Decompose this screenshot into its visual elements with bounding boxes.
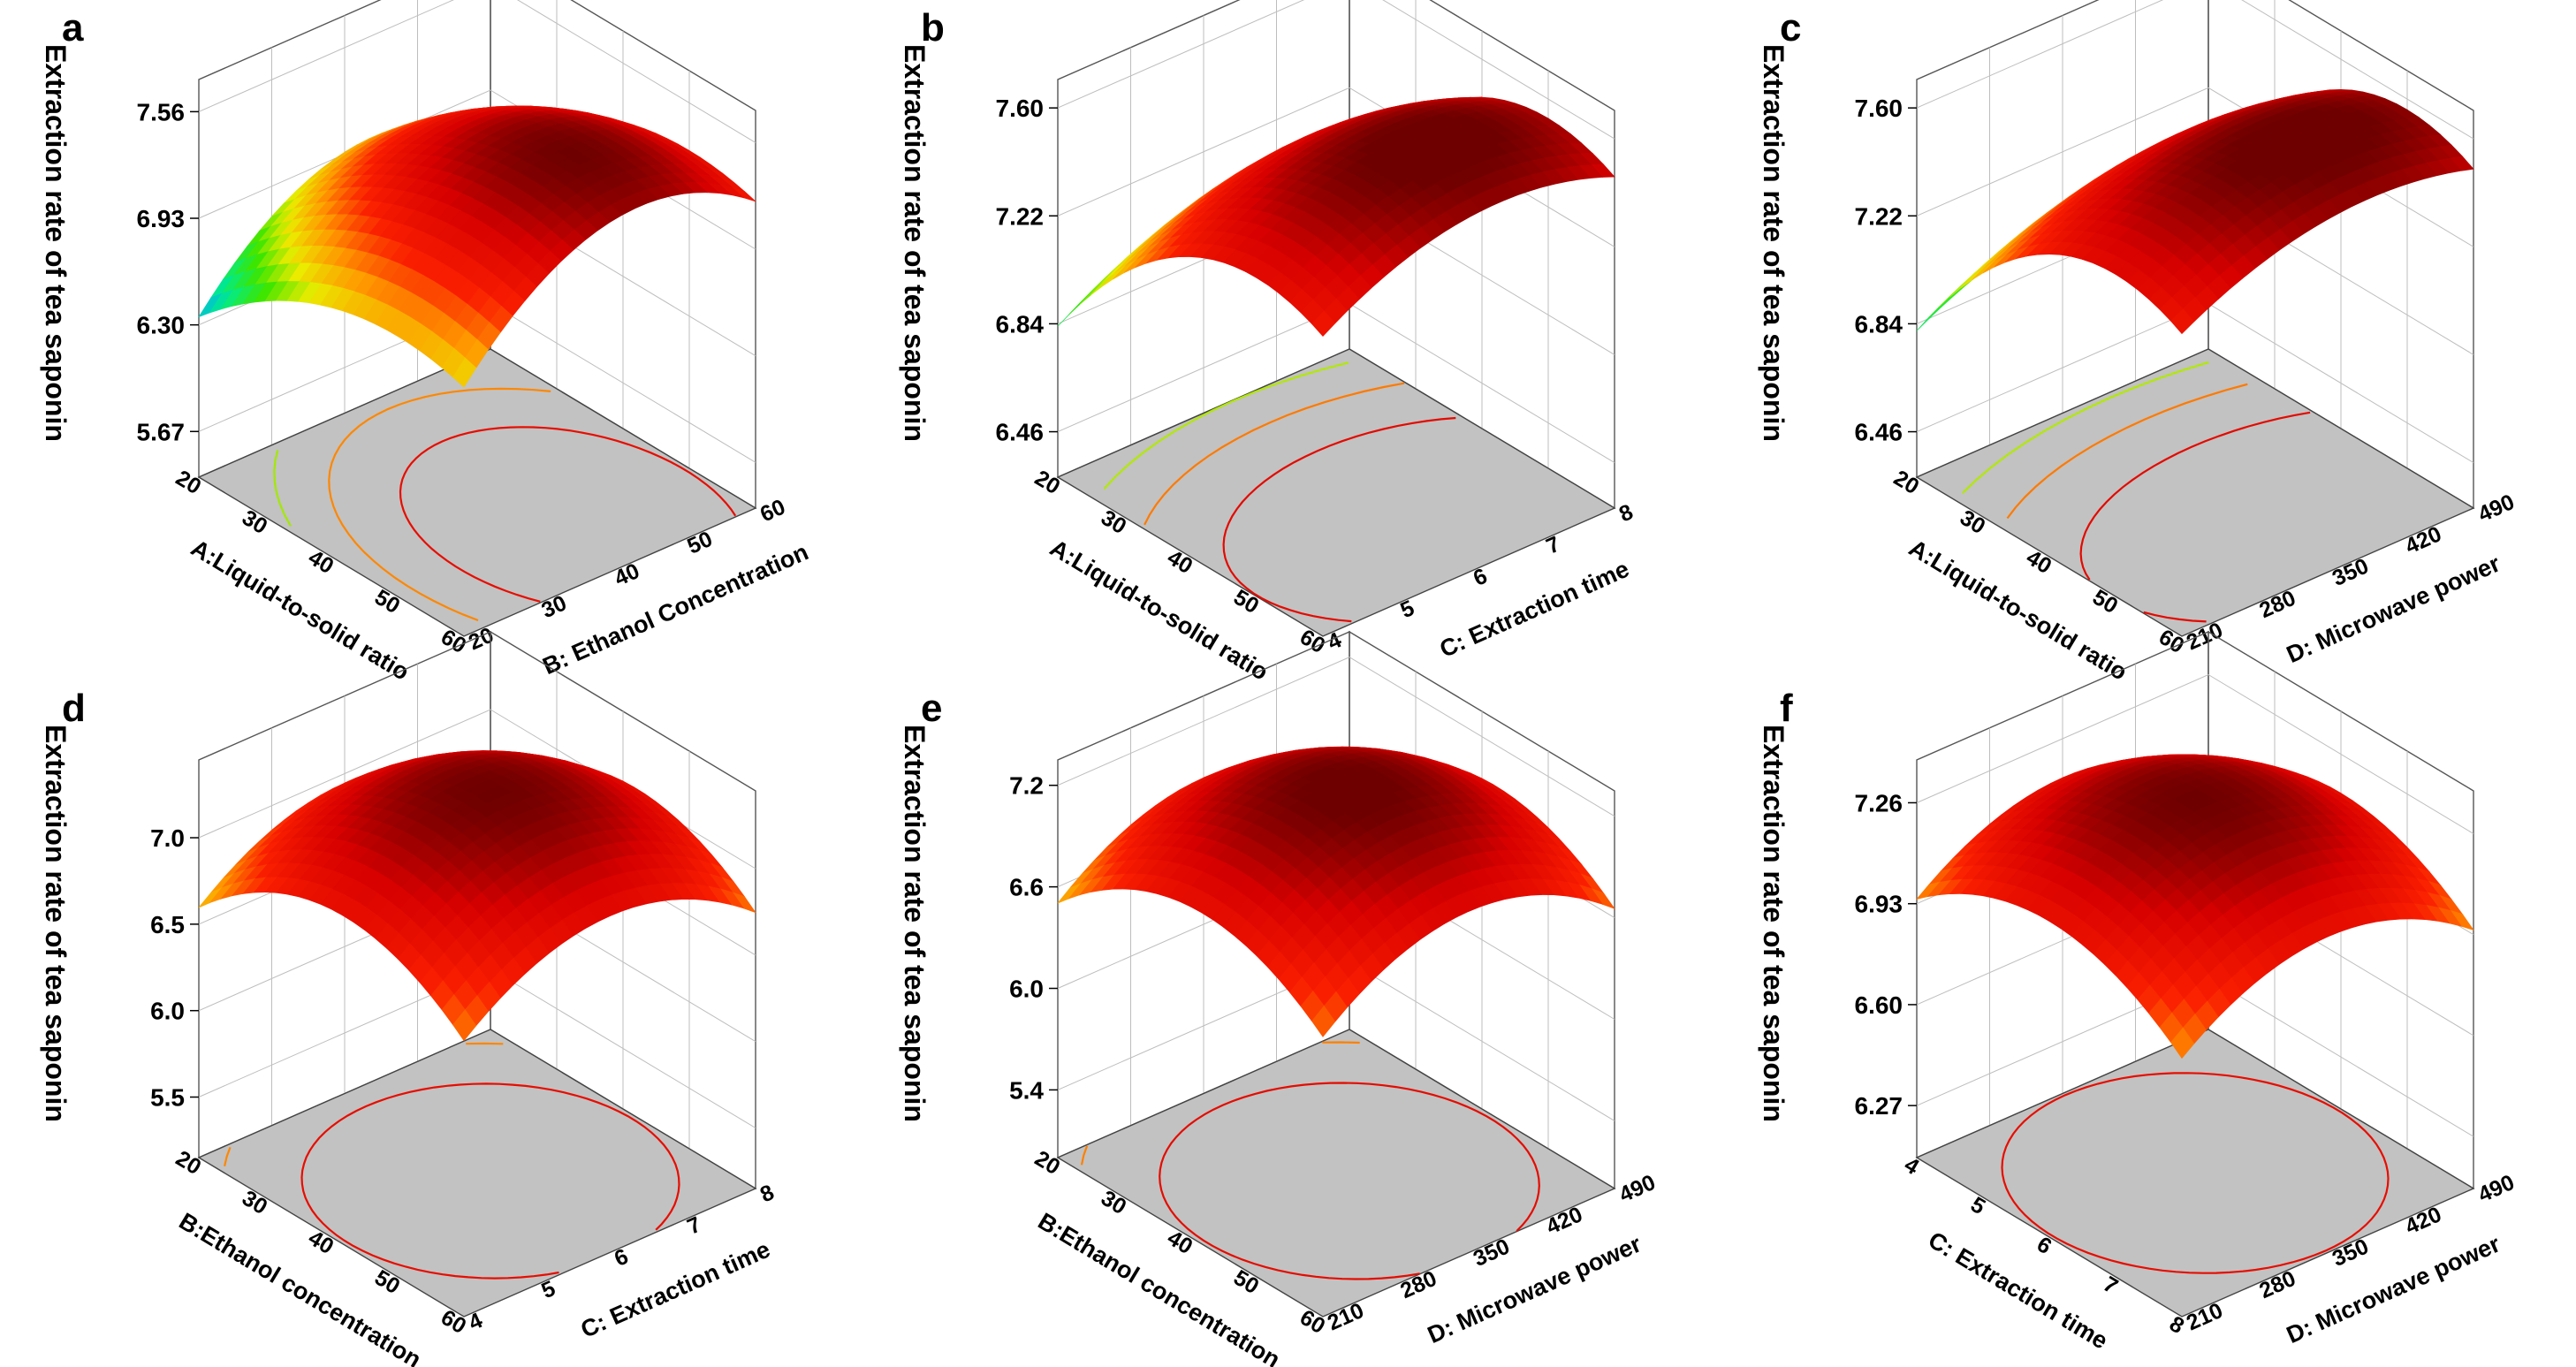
floor-contours — [1103, 361, 1456, 623]
y-tick-label: 8 — [756, 1180, 778, 1207]
z-tick-label: 7.2 — [1009, 772, 1044, 800]
z-tick-label: 7.60 — [996, 95, 1045, 122]
z-axis: 6.27 6.60 6.93 7.26 — [1855, 789, 1917, 1120]
response-surface — [198, 750, 756, 1042]
z-tick-label: 7.56 — [137, 98, 186, 125]
response-surface — [1916, 754, 2474, 1059]
panel-letter: a — [62, 6, 84, 49]
surface-cell — [2170, 1027, 2195, 1059]
x-tick-label: 20 — [171, 1146, 205, 1180]
y-tick-label: 7 — [1543, 531, 1564, 558]
floor-plane — [197, 348, 757, 637]
z-tick-label: 6.84 — [996, 310, 1045, 338]
floor-plane — [1056, 348, 1616, 637]
z-tick-label: 6.46 — [996, 419, 1045, 446]
floor-contours — [273, 387, 737, 622]
z-axis-title: Extraction rate of tea saponin — [899, 44, 931, 442]
panel-letter: e — [921, 687, 942, 730]
panel-letter: d — [62, 687, 86, 730]
y-tick-label: 4 — [465, 1308, 486, 1335]
z-tick-label: 6.27 — [1855, 1092, 1904, 1120]
y-tick-label: 5 — [1397, 596, 1418, 623]
y-tick-label: 490 — [1615, 1170, 1660, 1208]
z-tick-label: 6.5 — [150, 911, 185, 938]
floor-contours — [1962, 361, 2311, 623]
floor-contours — [2001, 1072, 2390, 1274]
x-tick-label: 20 — [1030, 466, 1064, 499]
z-axis: 5.67 6.30 6.93 7.56 — [137, 98, 199, 445]
z-tick-label: 7.22 — [1855, 202, 1904, 230]
y-tick-label: 8 — [1615, 499, 1637, 527]
z-tick-label: 6.0 — [150, 998, 185, 1025]
x-tick-label: 20 — [1889, 466, 1923, 499]
floor-contours — [224, 1042, 680, 1280]
response-surface — [1057, 96, 1615, 338]
z-axis-title: Extraction rate of tea saponin — [899, 725, 931, 1122]
panel-letter: f — [1780, 687, 1793, 730]
surface-cell — [1311, 1005, 1336, 1037]
y-tick-label: 6 — [611, 1244, 632, 1272]
z-axis: 5.4 6.0 6.6 7.2 — [1009, 772, 1058, 1104]
surface-cell — [1972, 261, 1996, 280]
y-tick-label: 490 — [2474, 1170, 2519, 1208]
y-tick-label: 7 — [684, 1211, 705, 1239]
floor-plane — [1056, 1029, 1616, 1318]
response-surface — [1916, 88, 2474, 335]
panel-letter: b — [921, 6, 945, 49]
surface-cell — [1101, 266, 1126, 287]
x-tick-label: 5 — [1966, 1192, 1989, 1219]
panel-a: 5.676.306.937.562030405060A:Liquid-to-so… — [40, 0, 812, 686]
floor-plane — [1915, 348, 2475, 637]
z-axis-title: Extraction rate of tea saponin — [40, 725, 72, 1122]
panel-b: 6.466.847.227.602030405060A:Liquid-to-so… — [899, 0, 1637, 686]
z-tick-label: 6.6 — [1009, 874, 1044, 901]
z-axis: 6.46 6.84 7.22 7.60 — [996, 95, 1058, 446]
z-tick-label: 5.67 — [137, 418, 186, 445]
z-tick-label: 7.60 — [1855, 95, 1904, 122]
z-tick-label: 6.30 — [137, 312, 186, 339]
z-axis: 6.46 6.84 7.22 7.60 — [1855, 95, 1917, 446]
z-tick-label: 6.0 — [1009, 976, 1044, 1003]
surface-cell — [1311, 310, 1336, 338]
z-tick-label: 6.60 — [1855, 991, 1904, 1019]
z-tick-label: 6.84 — [1855, 310, 1904, 338]
z-tick-label: 7.0 — [150, 824, 185, 852]
x-tick-label: 20 — [1030, 1146, 1064, 1180]
panel-c: 6.466.847.227.602030405060A:Liquid-to-so… — [1758, 0, 2519, 686]
response-surface — [1057, 746, 1615, 1037]
z-tick-label: 7.26 — [1855, 789, 1904, 816]
surface-cell — [452, 1009, 477, 1042]
z-tick-label: 6.93 — [1855, 891, 1904, 918]
y-tick-label: 60 — [756, 495, 789, 528]
floor-plane — [1915, 1029, 2475, 1318]
x-tick-label: 7 — [2099, 1272, 2122, 1299]
surface-cell — [1090, 273, 1115, 295]
floor-contours — [1080, 1041, 1540, 1280]
y-tick-label: 5 — [538, 1276, 559, 1303]
z-tick-label: 6.93 — [137, 205, 186, 232]
y-tick-label: 490 — [2474, 490, 2519, 528]
y-tick-label: 6 — [1470, 564, 1491, 591]
z-tick-label: 5.4 — [1009, 1076, 1044, 1104]
z-axis-title: Extraction rate of tea saponin — [1758, 725, 1790, 1122]
response-surface — [198, 105, 756, 388]
z-tick-label: 6.46 — [1855, 419, 1904, 446]
z-tick-label: 5.5 — [150, 1084, 185, 1112]
z-axis: 5.5 6.0 6.5 7.0 — [150, 824, 199, 1112]
x-tick-label: 20 — [171, 466, 205, 499]
x-tick-label: 4 — [1900, 1152, 1923, 1180]
x-tick-label: 6 — [2033, 1232, 2055, 1259]
panel-letter: c — [1780, 6, 1801, 49]
floor-plane — [197, 1029, 757, 1318]
z-tick-label: 7.22 — [996, 202, 1045, 230]
surface-cell — [452, 357, 477, 388]
z-axis-title: Extraction rate of tea saponin — [1758, 44, 1790, 442]
surface-cell — [2170, 308, 2195, 335]
z-axis-title: Extraction rate of tea saponin — [40, 44, 72, 442]
